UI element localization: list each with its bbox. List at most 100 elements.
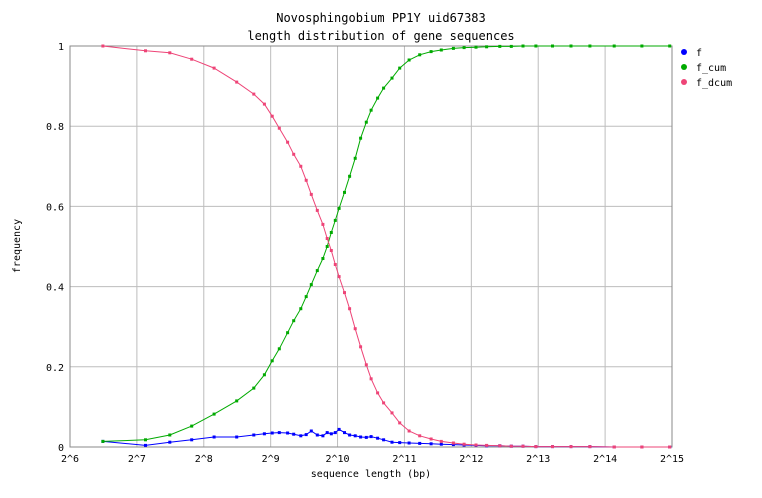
x-tick-labels: 2^6 2^7 2^8 2^9 2^10 2^11 2^12 2^13 2^14 2^15	[61, 454, 684, 465]
data-point-f	[390, 440, 394, 444]
data-point-f	[382, 438, 386, 442]
data-point-f-cum	[309, 283, 313, 287]
chart-title-line-2: length distribution of gene sequences	[247, 29, 514, 43]
data-point-f	[235, 435, 239, 439]
data-point-f-dcum	[315, 208, 319, 212]
data-point-f-cum	[382, 86, 386, 90]
data-point-f-dcum	[498, 444, 502, 448]
data-point-f	[369, 435, 373, 439]
data-point-f	[315, 433, 319, 437]
data-point-f-cum	[329, 231, 333, 234]
data-point-f-dcum	[101, 44, 105, 48]
y-tick-label: 0.4	[46, 283, 64, 294]
data-point-f-cum	[407, 58, 411, 62]
data-point-f	[325, 431, 329, 435]
data-point-f-dcum	[190, 57, 194, 61]
data-point-f-dcum	[299, 164, 303, 168]
data-point-f-cum	[304, 295, 308, 299]
data-point-f-cum	[343, 190, 346, 194]
data-point-f-dcum	[569, 445, 573, 449]
data-point-f-cum	[439, 48, 443, 52]
data-point-f-dcum	[439, 439, 443, 443]
data-point-f-cum	[569, 44, 573, 48]
data-point-f-dcum	[382, 401, 386, 405]
data-point-f-cum	[398, 66, 402, 70]
data-point-f-dcum	[292, 152, 296, 156]
data-point-f-cum	[390, 76, 394, 80]
data-point-f-cum	[509, 44, 513, 48]
data-point-f-dcum	[348, 307, 352, 311]
data-point-f	[407, 441, 411, 445]
data-point-f-cum	[429, 50, 433, 54]
x-tick-label: 2^9	[262, 454, 280, 465]
data-point-f	[348, 433, 352, 437]
y-tick-labels: 0 0.2 0.4 0.6 0.8 1	[46, 42, 64, 454]
data-point-f-cum	[588, 44, 592, 48]
x-tick-label: 2^13	[526, 454, 550, 465]
data-point-f-cum	[144, 438, 147, 442]
data-point-f-cum	[190, 424, 194, 428]
data-point-f-cum	[364, 120, 368, 124]
data-point-f-cum	[474, 45, 478, 49]
data-point-f-cum	[348, 174, 352, 178]
data-point-f-dcum	[235, 80, 239, 84]
data-point-f-cum	[286, 331, 290, 335]
data-point-f-cum	[277, 347, 281, 351]
data-point-f-dcum	[376, 391, 380, 395]
y-tick-label: 0.6	[46, 202, 64, 213]
data-point-f	[439, 442, 443, 446]
series-f-cum	[101, 44, 672, 443]
data-point-f	[451, 443, 455, 447]
chart-title-line-1: Novosphingobium PP1Y uid67383	[276, 11, 486, 25]
x-tick-label: 2^11	[392, 454, 416, 465]
data-point-f-cum	[369, 108, 373, 112]
legend-marker-f	[681, 49, 687, 55]
data-point-f	[277, 431, 281, 435]
data-point-f-dcum	[451, 441, 455, 445]
data-point-f	[292, 432, 296, 436]
data-point-f	[168, 440, 172, 444]
data-point-f-dcum	[304, 178, 308, 182]
series-line-f-dcum	[102, 45, 670, 448]
data-point-f-cum	[376, 96, 380, 100]
data-point-f	[343, 431, 346, 435]
data-point-f-dcum	[474, 443, 478, 447]
x-tick-label: 2^10	[326, 454, 350, 465]
data-point-f-dcum	[509, 444, 513, 448]
legend: f f_cum f_dcum	[681, 48, 732, 89]
data-point-f-dcum	[398, 421, 402, 425]
data-point-f-cum	[325, 245, 329, 248]
data-point-f-dcum	[329, 249, 333, 252]
data-point-f	[212, 435, 216, 439]
y-axis-label: frequency	[12, 219, 23, 273]
data-point-f-dcum	[270, 114, 274, 118]
data-point-f	[309, 429, 313, 433]
series-line-f	[102, 428, 670, 448]
data-point-f	[144, 443, 147, 447]
data-point-f-cum	[451, 46, 455, 50]
x-tick-label: 2^6	[61, 454, 79, 465]
data-point-f	[190, 438, 194, 442]
data-point-f-cum	[359, 136, 363, 140]
y-tick-label: 0.2	[46, 363, 64, 374]
data-point-f-dcum	[325, 237, 329, 240]
legend-label-f-cum: f_cum	[696, 63, 726, 74]
data-point-f-dcum	[462, 442, 466, 446]
data-point-f	[359, 435, 363, 439]
data-point-f-dcum	[640, 445, 644, 449]
data-point-f-dcum	[521, 444, 525, 448]
data-point-f	[418, 441, 422, 445]
data-point-f-dcum	[551, 445, 554, 449]
data-point-f-dcum	[369, 377, 373, 381]
data-point-f	[376, 436, 380, 440]
data-point-f-dcum	[144, 49, 147, 53]
x-axis-label: sequence length (bp)	[311, 469, 431, 480]
x-tick-label: 2^12	[459, 454, 483, 465]
legend-label-f-dcum: f_dcum	[696, 78, 732, 89]
data-point-f-dcum	[418, 434, 422, 438]
data-point-f	[398, 441, 402, 445]
data-point-f-cum	[485, 45, 489, 49]
data-point-f-cum	[612, 44, 616, 48]
data-point-f	[364, 435, 368, 439]
